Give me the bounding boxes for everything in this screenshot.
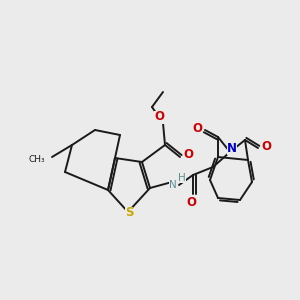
Text: N: N (169, 180, 177, 190)
Text: O: O (154, 110, 164, 124)
Text: O: O (261, 140, 271, 152)
Text: H: H (178, 173, 186, 183)
Text: O: O (183, 148, 193, 161)
Text: CH₃: CH₃ (28, 154, 45, 164)
Text: N: N (227, 142, 237, 154)
Text: O: O (192, 122, 202, 134)
Text: S: S (125, 206, 133, 220)
Text: O: O (186, 196, 196, 208)
